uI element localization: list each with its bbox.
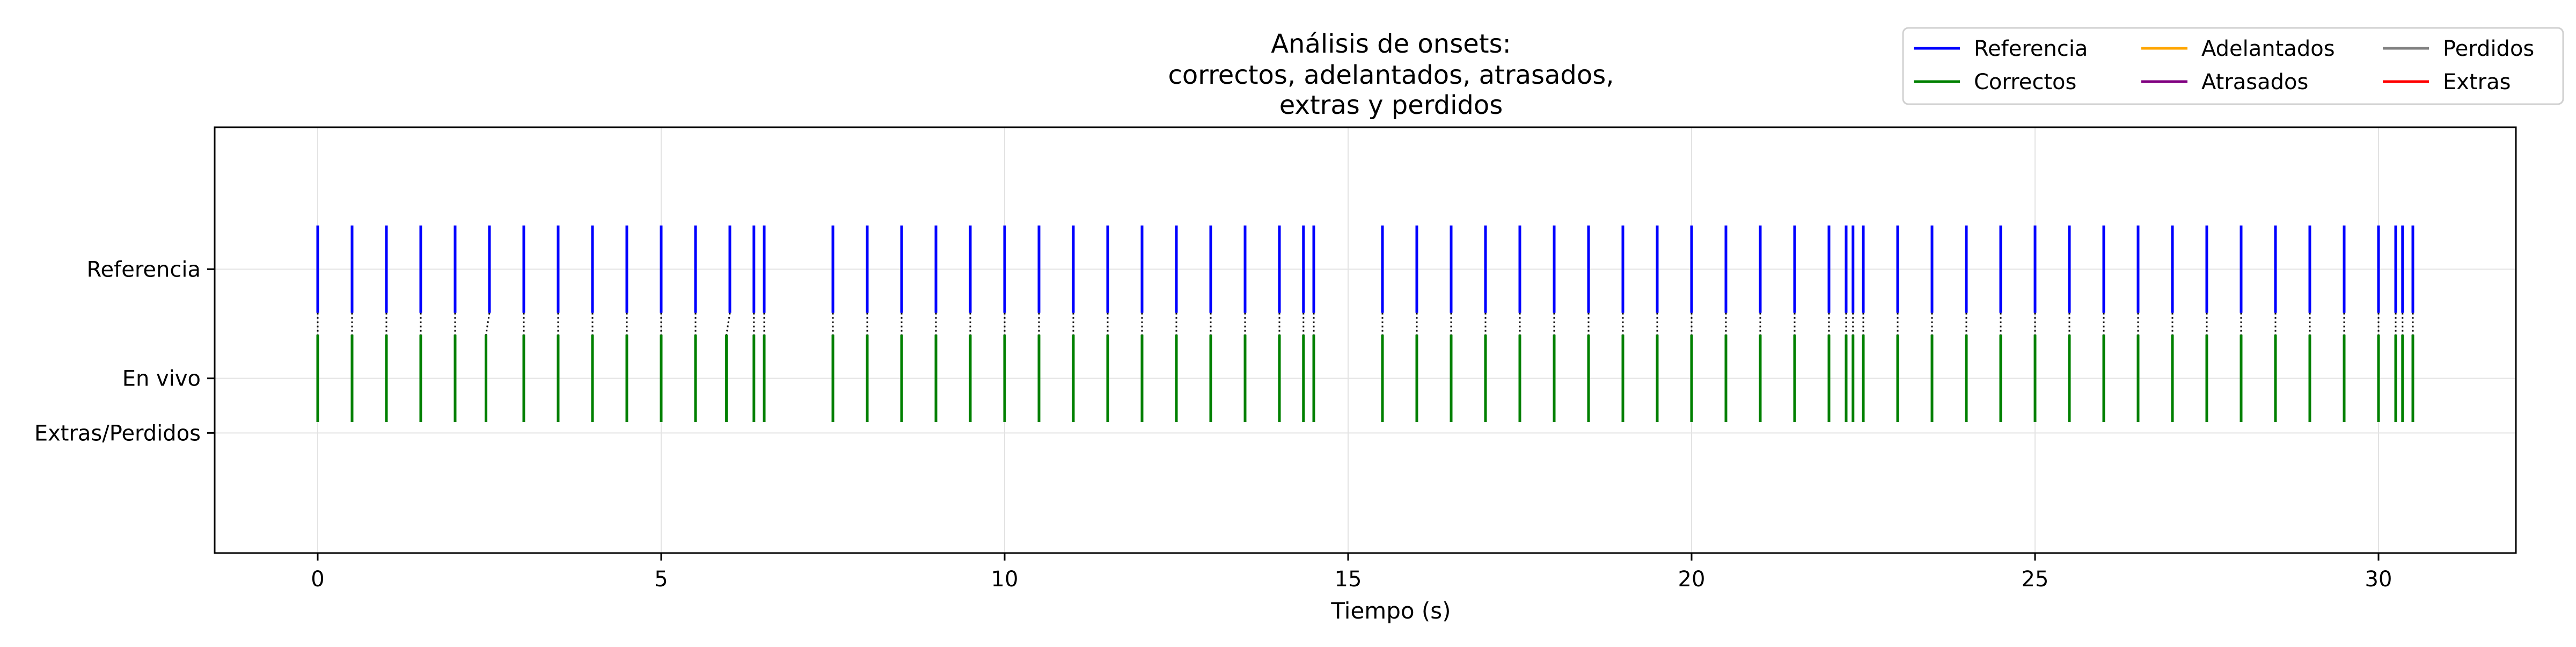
x-tick-label: 15 [1335,567,1362,592]
x-tick-label: 0 [311,567,324,592]
x-tick-label: 20 [1678,567,1706,592]
x-axis: 0 5 10 15 20 25 30 [311,553,2392,592]
x-tick-label: 30 [2365,567,2392,592]
legend-label: Correctos [1974,70,2076,94]
onset-connector [726,312,731,335]
legend-label: Perdidos [2443,37,2534,61]
y-tick-label: Referencia [87,257,201,282]
y-axis: Referencia En vivo Extras/Perdidos [34,257,215,446]
grid-lines [215,127,2516,553]
legend-label: Extras [2443,70,2511,94]
y-tick-label: En vivo [122,367,201,391]
x-tick-label: 10 [991,567,1019,592]
y-tick-label: Extras/Perdidos [34,421,201,446]
event-marks [316,226,2414,422]
legend: Referencia Correctos Adelantados Atrasados P… [1902,27,2564,105]
x-axis-label: Tiempo (s) [1330,598,1451,624]
chart-title: Análisis de onsets: correctos, adelantad… [1168,29,1614,120]
x-tick-label: 5 [654,567,668,592]
plot-frame [214,126,2517,554]
chart-title-line-3: extras y perdidos [1279,90,1503,120]
chart-title-line-2: correctos, adelantados, atrasados, [1168,60,1614,90]
legend-label: Adelantados [2201,37,2335,61]
x-tick-label: 25 [2022,567,2049,592]
legend-label: Atrasados [2201,70,2308,94]
onset-connector [485,312,491,335]
chart-title-line-1: Análisis de onsets: [1271,29,1511,59]
legend-label: Referencia [1974,37,2088,61]
